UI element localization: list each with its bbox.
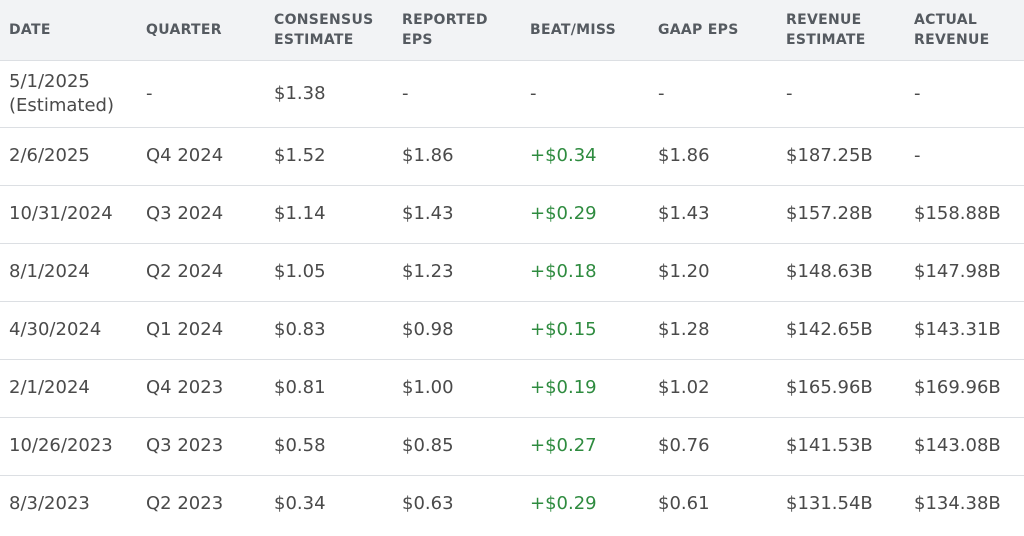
table-row: 5/1/2025 (Estimated) - $1.38 - - - - - [0, 60, 1024, 127]
header-beat-miss[interactable]: BEAT/MISS [521, 0, 649, 60]
cell-date: 10/26/2023 [9, 435, 113, 456]
cell-actual-revenue: $134.38B [914, 493, 1001, 515]
cell-revenue-estimate: $187.25B [786, 145, 873, 166]
cell-reported: $0.63 [402, 493, 454, 515]
cell-reported: $0.85 [402, 435, 454, 456]
cell-revenue-estimate: $131.54B [786, 493, 873, 515]
cell-quarter: Q3 2023 [146, 435, 224, 456]
header-actual-revenue-label-2: REVENUE [914, 31, 990, 48]
cell-quarter: - [146, 82, 153, 104]
cell-date: 10/31/2024 [9, 203, 113, 224]
header-revenue-estimate-label-1: REVENUE [786, 11, 862, 28]
cell-gaap: $1.20 [658, 261, 710, 282]
cell-revenue-estimate: $148.63B [786, 261, 873, 282]
cell-beat: +$0.19 [530, 377, 597, 398]
cell-quarter: Q4 2024 [146, 145, 224, 166]
cell-date: 4/30/2024 [9, 319, 102, 340]
header-row: DATE QUARTER CONSENSUS ESTIMATE REPORTED E… [0, 0, 1024, 60]
table-row: 4/30/2024 Q1 2024 $0.83 $0.98 +$0.15 $1.… [0, 301, 1024, 359]
header-date[interactable]: DATE [0, 0, 137, 60]
cell-actual-revenue: $169.96B [914, 377, 1001, 398]
header-gaap-eps[interactable]: GAAP EPS [649, 0, 777, 60]
cell-revenue-estimate: $157.28B [786, 203, 873, 224]
cell-gaap: $0.76 [658, 435, 710, 456]
table-body: 5/1/2025 (Estimated) - $1.38 - - - - - 2/… [0, 60, 1024, 533]
header-quarter-label: QUARTER [146, 21, 222, 38]
cell-date: 2/1/2024 [9, 377, 90, 398]
cell-consensus: $0.81 [274, 377, 326, 398]
cell-consensus: $1.52 [274, 145, 326, 166]
cell-consensus: $0.83 [274, 319, 326, 340]
cell-consensus: $1.05 [274, 261, 326, 282]
cell-consensus: $1.14 [274, 203, 326, 224]
cell-revenue-estimate: $141.53B [786, 435, 873, 456]
cell-reported: $1.00 [402, 377, 454, 398]
cell-date: 2/6/2025 [9, 145, 90, 166]
header-quarter[interactable]: QUARTER [137, 0, 265, 60]
cell-reported: $1.43 [402, 203, 454, 224]
cell-gaap: $1.28 [658, 319, 710, 340]
cell-consensus: $0.58 [274, 435, 326, 456]
table-row: 2/1/2024 Q4 2023 $0.81 $1.00 +$0.19 $1.0… [0, 359, 1024, 417]
cell-reported: $0.98 [402, 319, 454, 340]
cell-date-value: 5/1/2025 [9, 70, 90, 92]
header-revenue-estimate-label-2: ESTIMATE [786, 31, 866, 48]
header-gaap-label: GAAP EPS [658, 21, 739, 38]
cell-gaap: $1.02 [658, 377, 710, 398]
cell-date-note: (Estimated) [9, 94, 114, 116]
cell-reported: $1.86 [402, 145, 454, 166]
cell-beat: - [530, 82, 537, 104]
cell-revenue-estimate: $142.65B [786, 319, 873, 340]
cell-quarter: Q2 2024 [146, 261, 224, 282]
cell-beat: +$0.15 [530, 319, 597, 340]
header-actual-revenue[interactable]: ACTUAL REVENUE [905, 0, 1024, 60]
cell-revenue-estimate: $165.96B [786, 377, 873, 398]
cell-gaap: - [658, 82, 665, 104]
cell-gaap: $0.61 [658, 493, 710, 515]
cell-consensus: $0.34 [274, 493, 326, 515]
cell-date: 5/1/2025 (Estimated) [0, 60, 137, 127]
cell-actual-revenue: - [914, 82, 921, 104]
table-row: 2/6/2025 Q4 2024 $1.52 $1.86 +$0.34 $1.8… [0, 127, 1024, 185]
table-row: 8/1/2024 Q2 2024 $1.05 $1.23 +$0.18 $1.2… [0, 243, 1024, 301]
header-date-label: DATE [9, 21, 51, 38]
cell-date: 8/3/2023 [9, 493, 90, 515]
cell-beat: +$0.27 [530, 435, 597, 456]
cell-consensus: $1.38 [274, 82, 326, 104]
cell-actual-revenue: $147.98B [914, 261, 1001, 282]
header-consensus-label-1: CONSENSUS [274, 11, 374, 28]
cell-quarter: Q4 2023 [146, 377, 224, 398]
cell-beat: +$0.29 [530, 493, 597, 515]
header-beat-label: BEAT/MISS [530, 21, 617, 38]
cell-quarter: Q3 2024 [146, 203, 224, 224]
cell-beat: +$0.18 [530, 261, 597, 282]
cell-quarter: Q2 2023 [146, 493, 224, 515]
cell-reported: - [402, 82, 409, 104]
header-consensus-estimate[interactable]: CONSENSUS ESTIMATE [265, 0, 393, 60]
table-row: 10/31/2024 Q3 2024 $1.14 $1.43 +$0.29 $1… [0, 185, 1024, 243]
cell-beat: +$0.29 [530, 203, 597, 224]
cell-beat: +$0.34 [530, 145, 597, 166]
cell-actual-revenue: $143.08B [914, 435, 1001, 456]
table-row: 10/26/2023 Q3 2023 $0.58 $0.85 +$0.27 $0… [0, 417, 1024, 475]
cell-revenue-estimate: - [786, 82, 793, 104]
cell-actual-revenue: $158.88B [914, 203, 1001, 224]
header-consensus-label-2: ESTIMATE [274, 31, 354, 48]
header-reported-label-2: EPS [402, 31, 433, 48]
cell-gaap: $1.86 [658, 145, 710, 166]
header-reported-eps[interactable]: REPORTED EPS [393, 0, 521, 60]
cell-actual-revenue: $143.31B [914, 319, 1001, 340]
header-actual-revenue-label-1: ACTUAL [914, 11, 978, 28]
cell-actual-revenue: - [914, 145, 921, 166]
table-row: 8/3/2023 Q2 2023 $0.34 $0.63 +$0.29 $0.6… [0, 475, 1024, 533]
header-revenue-estimate[interactable]: REVENUE ESTIMATE [777, 0, 905, 60]
cell-date: 8/1/2024 [9, 261, 90, 282]
cell-quarter: Q1 2024 [146, 319, 224, 340]
table-header: DATE QUARTER CONSENSUS ESTIMATE REPORTED E… [0, 0, 1024, 60]
header-reported-label-1: REPORTED [402, 11, 488, 28]
cell-gaap: $1.43 [658, 203, 710, 224]
cell-reported: $1.23 [402, 261, 454, 282]
